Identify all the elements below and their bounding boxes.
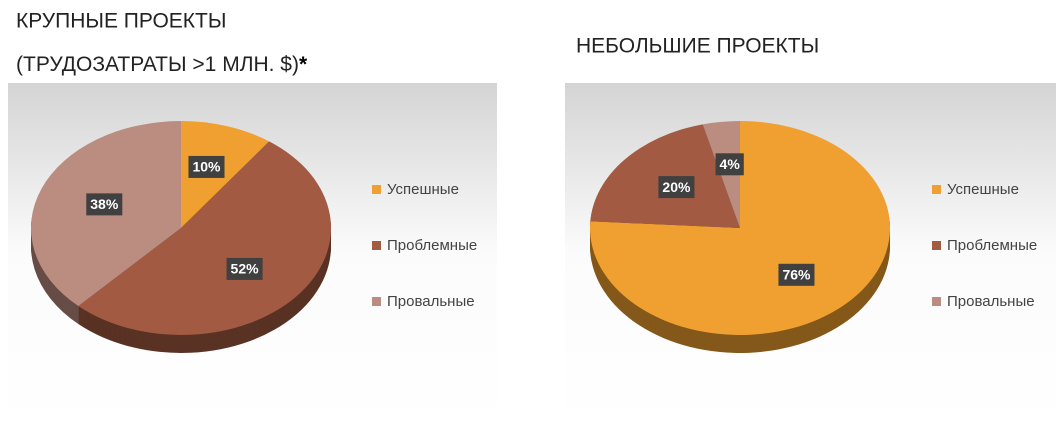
- data-label: 38%: [86, 193, 123, 216]
- data-label-box: [778, 263, 815, 286]
- data-label-box: [715, 153, 744, 176]
- data-label-box: [188, 155, 225, 178]
- legend-swatch: [932, 185, 941, 194]
- legend-swatch: [932, 241, 941, 250]
- data-label-box: [86, 193, 123, 216]
- note-marker: *: [299, 53, 308, 76]
- legend-swatch: [372, 241, 381, 250]
- data-label: 76%: [778, 263, 815, 286]
- data-label-text: 4%: [720, 156, 741, 172]
- legend-label: Проблемные: [387, 237, 477, 254]
- data-label: 4%: [715, 153, 744, 176]
- data-label-text: 38%: [90, 196, 119, 212]
- data-label-text: 20%: [662, 179, 691, 195]
- data-label: 20%: [658, 176, 695, 199]
- data-label: 52%: [226, 257, 263, 280]
- legend-label: Успешные: [947, 181, 1019, 198]
- data-label: 10%: [188, 155, 225, 178]
- slice: [181, 121, 270, 228]
- slice: [78, 141, 331, 335]
- chart-title: КРУПНЫЕ ПРОЕКТЫ: [16, 10, 226, 33]
- data-label-box: [226, 257, 263, 280]
- legend-label: Проблемные: [947, 237, 1037, 254]
- chart-title: НЕБОЛЬШИЕ ПРОЕКТЫ: [576, 35, 819, 58]
- data-label-text: 76%: [782, 267, 811, 283]
- data-label-text: 52%: [231, 261, 260, 277]
- legend-label: Успешные: [387, 181, 459, 198]
- legend-swatch: [372, 297, 381, 306]
- legend-label: Провальные: [947, 293, 1035, 310]
- data-label-box: [658, 176, 695, 199]
- chart-subtitle: (ТРУДОЗАТРАТЫ >1 МЛН. $)*: [16, 53, 308, 76]
- legend-swatch: [932, 297, 941, 306]
- legend-label: Провальные: [387, 293, 475, 310]
- legend-swatch: [372, 185, 381, 194]
- subtitle-text: (ТРУДОЗАТРАТЫ >1 МЛН. $): [16, 53, 299, 76]
- data-label-text: 10%: [192, 159, 221, 175]
